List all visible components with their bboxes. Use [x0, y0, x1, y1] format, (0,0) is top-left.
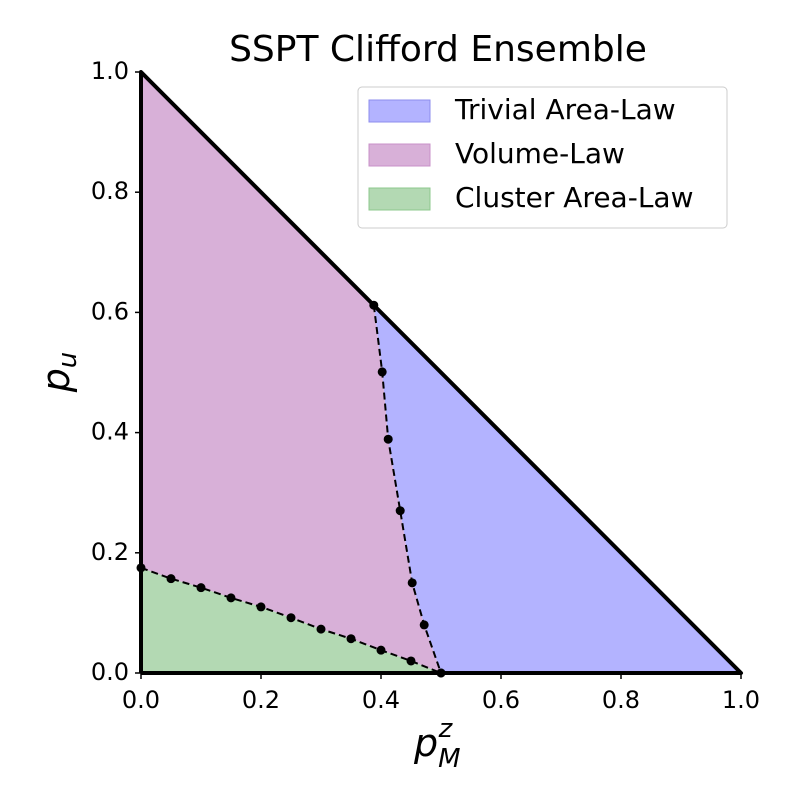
- x-tick-label: 0.4: [362, 686, 400, 714]
- y-tick-label: 1.0: [91, 57, 129, 85]
- boundary-point: [346, 634, 356, 644]
- y-tick-label: 0.4: [91, 418, 129, 446]
- boundary-point: [196, 583, 206, 593]
- x-label-superscript: z: [438, 714, 454, 744]
- boundary-point: [369, 300, 379, 310]
- legend-swatch: [368, 99, 431, 123]
- y-tick-label: 0.8: [91, 177, 129, 205]
- legend-label: Trivial Area-Law: [454, 93, 676, 126]
- x-axis-label: pMz: [413, 714, 461, 774]
- y-label-base: p: [34, 368, 78, 393]
- x-tick-label: 0.0: [122, 686, 160, 714]
- y-label-subscript: u: [53, 352, 83, 368]
- x-label-base: p: [413, 721, 438, 765]
- phase-region: [141, 72, 441, 673]
- x-tick-label: 1.0: [722, 686, 760, 714]
- legend-box: [357, 86, 728, 229]
- boundary-point: [136, 563, 146, 573]
- legend-swatch: [368, 187, 431, 211]
- boundary-point: [419, 620, 429, 630]
- boundary-point: [395, 506, 405, 516]
- legend-swatch: [368, 143, 431, 167]
- boundary-point: [256, 602, 266, 612]
- boundary-point: [376, 645, 386, 655]
- y-tick-label: 0.0: [91, 658, 129, 686]
- boundary-point: [316, 624, 326, 634]
- x-tick-label: 0.6: [482, 686, 520, 714]
- y-axis-label: pu: [34, 352, 83, 394]
- x-tick-label: 0.2: [242, 686, 280, 714]
- boundary-point: [286, 613, 296, 623]
- boundary-point: [406, 656, 416, 666]
- chart-title: SSPT Clifford Ensemble: [229, 29, 647, 70]
- boundary-point: [407, 578, 417, 588]
- x-tick-label: 0.8: [602, 686, 640, 714]
- boundary-point: [383, 434, 393, 444]
- legend-label: Cluster Area-Law: [455, 181, 693, 214]
- boundary-point: [436, 668, 446, 678]
- legend-label: Volume-Law: [455, 137, 625, 170]
- boundary-point: [166, 574, 176, 584]
- y-tick-label: 0.6: [91, 297, 129, 325]
- y-tick-label: 0.2: [91, 538, 129, 566]
- boundary-point: [377, 367, 387, 377]
- x-label-subscript: M: [438, 744, 460, 774]
- boundary-point: [226, 593, 236, 603]
